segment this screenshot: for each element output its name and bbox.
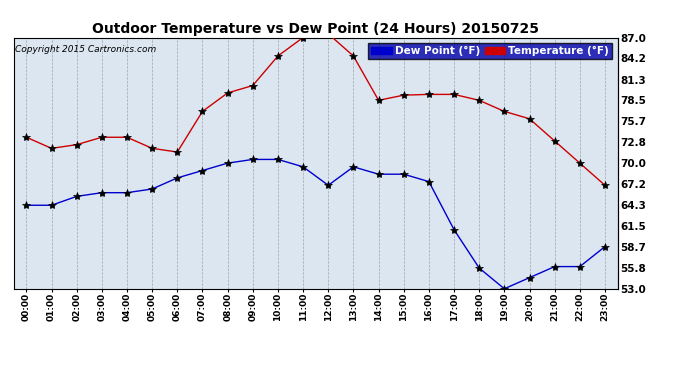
Legend: Dew Point (°F), Temperature (°F): Dew Point (°F), Temperature (°F) — [368, 43, 612, 59]
Title: Outdoor Temperature vs Dew Point (24 Hours) 20150725: Outdoor Temperature vs Dew Point (24 Hou… — [92, 22, 539, 36]
Text: Copyright 2015 Cartronics.com: Copyright 2015 Cartronics.com — [15, 45, 156, 54]
